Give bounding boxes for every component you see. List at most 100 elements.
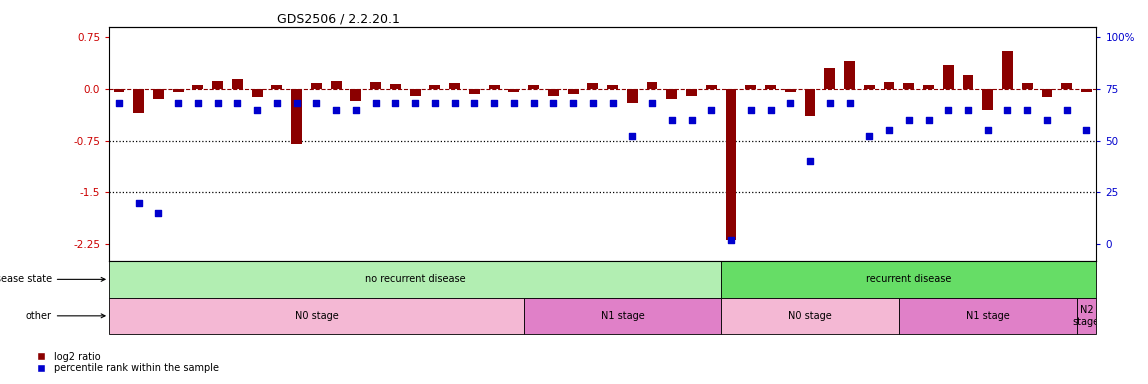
Bar (983, 89, 993, 109)
Point (347, 106, 365, 113)
Text: N0 stage: N0 stage (789, 311, 832, 321)
Bar (903, 83, 914, 89)
Bar (765, 86, 776, 89)
Text: N2
stage: N2 stage (1073, 305, 1100, 327)
Point (900, 117, 918, 123)
Point (169, 100, 187, 106)
Point (999, 106, 1017, 113)
Point (386, 100, 404, 106)
Bar (429, 86, 441, 89)
Bar (1022, 83, 1033, 89)
Text: N1 stage: N1 stage (600, 311, 644, 321)
Bar (1081, 89, 1092, 92)
Point (228, 100, 247, 106)
Point (149, 210, 168, 216)
Bar (923, 86, 934, 89)
Point (484, 100, 503, 106)
Point (209, 100, 227, 106)
Bar (721, 261, 1096, 298)
Bar (370, 82, 381, 89)
Bar (251, 89, 263, 97)
Point (1018, 106, 1037, 113)
Point (1077, 127, 1095, 133)
Point (267, 100, 286, 106)
Legend: log2 ratio, percentile rank within the sample: log2 ratio, percentile rank within the s… (28, 348, 223, 377)
Bar (509, 89, 519, 92)
Point (604, 100, 622, 106)
Point (564, 100, 582, 106)
Bar (449, 83, 460, 89)
Point (248, 106, 266, 113)
Bar (390, 84, 401, 89)
Bar (687, 89, 697, 96)
Bar (844, 61, 855, 89)
Bar (962, 75, 974, 89)
Point (544, 100, 563, 106)
Bar (721, 298, 899, 334)
Bar (292, 89, 302, 144)
Bar (785, 89, 796, 92)
Bar (1002, 51, 1013, 89)
Point (465, 100, 483, 106)
Bar (1061, 83, 1072, 89)
Bar (588, 83, 598, 89)
Bar (410, 89, 420, 96)
Bar (1041, 89, 1053, 97)
Bar (153, 89, 164, 99)
Bar (523, 298, 721, 334)
Point (643, 100, 661, 106)
Point (761, 106, 779, 113)
Bar (114, 89, 124, 92)
Point (188, 100, 207, 106)
Text: recurrent disease: recurrent disease (866, 274, 952, 285)
Bar (109, 261, 721, 298)
Text: GDS2506 / 2.2.20.1: GDS2506 / 2.2.20.1 (277, 13, 400, 26)
Bar (805, 89, 815, 116)
Bar (666, 89, 677, 99)
Bar (1077, 298, 1096, 334)
Point (920, 117, 938, 123)
Text: N0 stage: N0 stage (295, 311, 339, 321)
Bar (350, 89, 362, 101)
Bar (212, 81, 223, 89)
Point (821, 100, 839, 106)
Point (879, 127, 898, 133)
Bar (468, 89, 480, 94)
Point (110, 100, 129, 106)
Bar (899, 298, 1077, 334)
Bar (311, 83, 321, 89)
Point (525, 100, 543, 106)
Point (366, 100, 385, 106)
Point (623, 133, 642, 139)
Point (287, 100, 305, 106)
Bar (646, 82, 658, 89)
Point (1057, 106, 1076, 113)
Bar (863, 86, 875, 89)
Text: N1 stage: N1 stage (965, 311, 1009, 321)
Bar (331, 81, 342, 89)
Point (426, 100, 444, 106)
Point (662, 117, 681, 123)
Point (1038, 117, 1056, 123)
Bar (172, 89, 184, 92)
Bar (884, 82, 894, 89)
Point (840, 100, 859, 106)
Bar (706, 86, 716, 89)
Point (978, 127, 996, 133)
Bar (943, 65, 954, 89)
Point (703, 106, 721, 113)
Bar (824, 68, 836, 89)
Text: other: other (25, 311, 104, 321)
Bar (489, 86, 499, 89)
Text: no recurrent disease: no recurrent disease (365, 274, 465, 285)
Bar (528, 86, 540, 89)
Point (308, 100, 326, 106)
Bar (726, 89, 737, 240)
Point (130, 200, 148, 206)
Bar (271, 86, 282, 89)
Bar (567, 89, 579, 94)
Bar (232, 79, 243, 89)
Point (682, 117, 700, 123)
Bar (109, 298, 523, 334)
Point (406, 100, 425, 106)
